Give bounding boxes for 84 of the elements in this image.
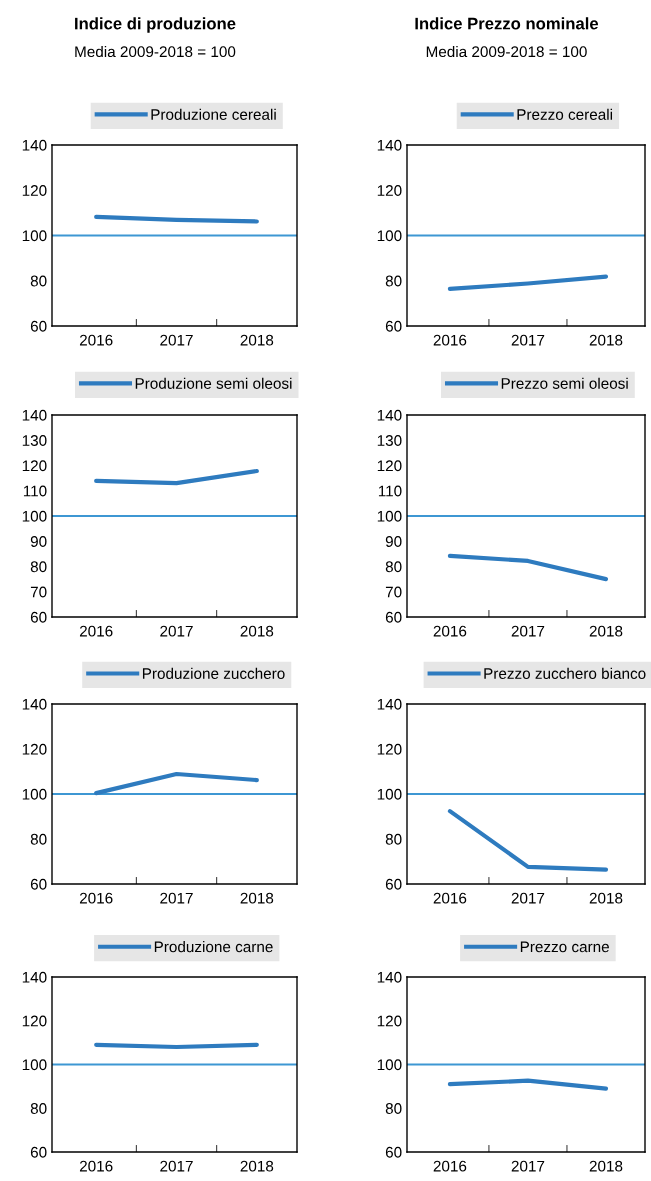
- y-tick-label: 120: [22, 460, 47, 472]
- y-tick-label: 70: [385, 586, 402, 598]
- y-tick-label: 60: [385, 878, 402, 890]
- y-tick-label: 60: [385, 611, 402, 623]
- y-tick-label: 80: [385, 1103, 402, 1114]
- y-tick-label: 140: [377, 698, 402, 710]
- y-tick-label: 140: [377, 139, 402, 151]
- x-tick-label: 2018: [240, 1160, 274, 1172]
- y-tick-label: 120: [22, 743, 47, 755]
- y-tick-label: 60: [385, 320, 402, 332]
- y-tick-label: 100: [377, 510, 402, 522]
- y-tick-label: 80: [30, 1103, 47, 1114]
- y-tick-label: 90: [385, 536, 402, 547]
- y-tick-label: 110: [23, 485, 47, 497]
- legend-label: Prezzo semi oleosi: [501, 377, 628, 389]
- y-tick-label: 100: [22, 230, 47, 242]
- y-tick-label: 80: [30, 561, 47, 573]
- chart-title: Indice Prezzo nominale: [415, 17, 599, 30]
- x-tick-label: 2018: [589, 892, 623, 904]
- y-tick-label: 120: [377, 185, 402, 196]
- x-tick-label: 2018: [240, 625, 274, 637]
- legend-label: Produzione zucchero: [142, 667, 285, 679]
- chart-subtitle: Media 2009-2018 = 100: [75, 45, 236, 58]
- y-tick-label: 100: [22, 1059, 47, 1071]
- y-tick-label: 60: [30, 878, 47, 890]
- x-tick-label: 2016: [433, 334, 467, 346]
- chart-title: Indice di produzione: [75, 17, 236, 33]
- y-tick-label: 80: [30, 275, 47, 287]
- legend-label: Produzione cereali: [151, 108, 276, 120]
- y-tick-label: 60: [30, 1146, 47, 1158]
- y-tick-label: 120: [377, 1015, 402, 1027]
- y-tick-label: 100: [22, 510, 47, 522]
- x-tick-label: 2017: [511, 334, 545, 346]
- y-tick-label: 80: [385, 561, 402, 573]
- legend-label: Prezzo cereali: [517, 108, 613, 120]
- y-tick-label: 140: [22, 139, 47, 151]
- y-tick-label: 110: [378, 485, 402, 497]
- y-tick-label: 60: [385, 1146, 402, 1158]
- y-tick-label: 80: [385, 275, 402, 287]
- y-tick-label: 120: [377, 743, 402, 755]
- x-tick-label: 2017: [160, 625, 193, 637]
- y-tick-label: 120: [22, 185, 47, 196]
- y-tick-label: 140: [22, 409, 47, 421]
- y-tick-label: 140: [22, 698, 47, 710]
- x-tick-label: 2018: [589, 334, 623, 346]
- x-tick-label: 2017: [511, 892, 545, 904]
- y-tick-label: 60: [30, 320, 47, 332]
- x-tick-label: 2018: [589, 625, 623, 637]
- y-tick-label: 120: [377, 460, 402, 472]
- x-tick-label: 2018: [240, 334, 274, 346]
- y-tick-label: 100: [377, 1059, 402, 1071]
- x-tick-label: 2016: [79, 334, 113, 346]
- y-tick-label: 60: [30, 611, 47, 623]
- x-tick-label: 2017: [160, 892, 193, 904]
- x-tick-label: 2017: [511, 625, 545, 637]
- x-tick-label: 2017: [160, 1160, 193, 1172]
- x-tick-label: 2018: [589, 1160, 623, 1172]
- y-tick-label: 90: [30, 536, 47, 547]
- y-tick-label: 80: [385, 833, 402, 845]
- x-tick-label: 2016: [79, 625, 113, 637]
- y-tick-label: 100: [377, 788, 402, 800]
- legend-label: Prezzo carne: [520, 941, 609, 953]
- x-tick-label: 2017: [511, 1160, 545, 1172]
- legend-label: Produzione carne: [154, 941, 273, 953]
- y-tick-label: 70: [30, 586, 47, 598]
- x-tick-label: 2017: [160, 334, 193, 346]
- y-tick-label: 140: [377, 971, 402, 983]
- legend-label: Produzione semi oleosi: [135, 377, 292, 389]
- y-tick-label: 120: [22, 1015, 47, 1027]
- x-tick-label: 2016: [433, 892, 467, 904]
- legend-label: Prezzo zucchero bianco: [484, 667, 646, 679]
- y-tick-label: 140: [377, 409, 402, 421]
- x-tick-label: 2016: [433, 625, 467, 637]
- y-tick-label: 100: [22, 788, 47, 800]
- x-tick-label: 2018: [240, 892, 274, 904]
- chart-subtitle: Media 2009-2018 = 100: [426, 45, 587, 58]
- y-tick-label: 100: [377, 230, 402, 242]
- x-tick-label: 2016: [433, 1160, 467, 1172]
- x-tick-label: 2016: [79, 1160, 113, 1172]
- y-tick-label: 130: [22, 435, 47, 446]
- x-tick-label: 2016: [79, 892, 113, 904]
- y-tick-label: 140: [22, 971, 47, 983]
- y-tick-label: 80: [30, 833, 47, 845]
- y-tick-label: 130: [377, 435, 402, 446]
